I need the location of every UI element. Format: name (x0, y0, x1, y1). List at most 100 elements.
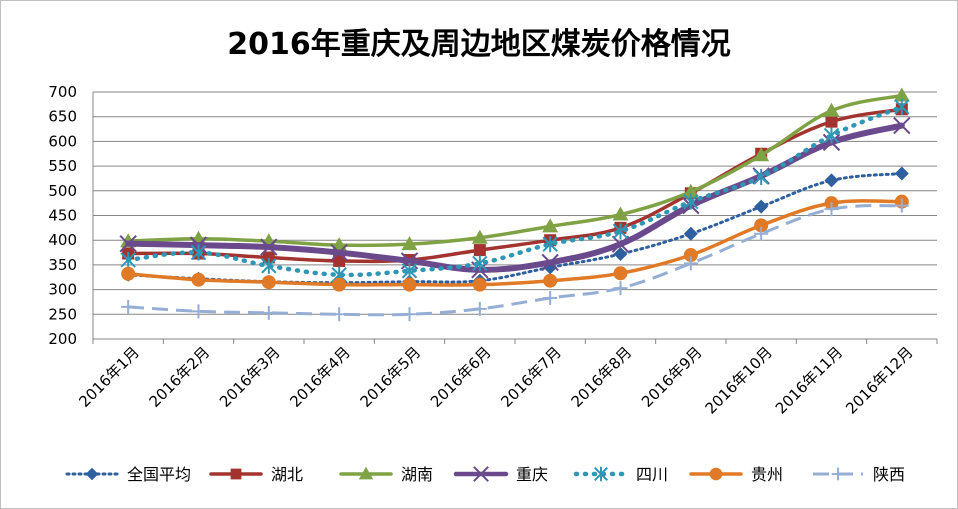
data-point (330, 243, 348, 262)
x-tick-label: 2016年12月 (842, 343, 916, 417)
y-tick-label: 200 (48, 330, 77, 348)
x-tick-label: 2016年3月 (216, 343, 284, 411)
data-point (120, 251, 136, 268)
y-tick-label: 500 (48, 182, 77, 200)
series-5 (121, 194, 909, 292)
data-point (753, 168, 769, 185)
data-point (472, 277, 487, 292)
data-point (753, 147, 770, 162)
data-point (333, 254, 346, 267)
data-point (823, 102, 840, 117)
data-point (262, 251, 275, 264)
data-point (831, 467, 845, 481)
data-point (893, 87, 910, 102)
data-point (612, 223, 629, 240)
data-point (754, 226, 769, 241)
data-point (473, 466, 489, 482)
data-point (119, 234, 137, 253)
y-tick-label: 650 (48, 108, 77, 126)
legend-item: 陕西 (813, 465, 905, 484)
data-point (230, 468, 242, 480)
x-tick-label: 2016年11月 (772, 343, 846, 417)
series-lines (119, 87, 911, 322)
data-point (613, 247, 628, 262)
data-point (593, 466, 609, 482)
data-point (332, 277, 347, 292)
y-tick-label: 550 (48, 157, 77, 175)
legend-item: 四川 (573, 465, 668, 484)
data-point (682, 183, 699, 198)
data-point (121, 266, 136, 281)
data-point (824, 202, 839, 217)
data-point (85, 467, 99, 481)
data-point (261, 257, 277, 274)
y-tick-label: 700 (48, 83, 77, 101)
series-2 (120, 87, 910, 252)
y-tick-label: 600 (48, 132, 77, 150)
series-0 (121, 166, 909, 290)
series-6 (121, 198, 909, 322)
legend-label: 重庆 (516, 465, 548, 484)
x-tick-label: 2016年2月 (146, 343, 214, 411)
data-point (261, 275, 276, 290)
data-point (542, 218, 559, 233)
legend-label: 全国平均 (127, 465, 191, 484)
data-point (261, 305, 276, 320)
x-tick-label: 2016年10月 (702, 343, 776, 417)
data-point (543, 290, 558, 305)
data-point (543, 273, 558, 288)
x-tick-label: 2016年9月 (638, 343, 706, 411)
y-tick-label: 400 (48, 231, 77, 249)
x-tick-label: 2016年7月 (497, 343, 565, 411)
data-point (825, 115, 838, 128)
legend-item: 贵州 (689, 465, 783, 484)
y-tick-label: 300 (48, 281, 77, 299)
data-point (683, 226, 698, 241)
data-point (472, 301, 487, 316)
legend-label: 四川 (636, 465, 668, 484)
legend-label: 湖北 (271, 465, 303, 484)
data-point (612, 206, 629, 221)
data-point (613, 281, 628, 296)
data-point (402, 307, 417, 322)
legend-label: 湖南 (401, 465, 433, 484)
legend-item: 湖南 (339, 465, 433, 484)
series-line (125, 104, 905, 278)
data-point (823, 127, 840, 144)
data-point (191, 272, 206, 287)
data-point (754, 218, 769, 233)
data-point (190, 244, 207, 261)
data-point (824, 173, 839, 188)
data-point (121, 299, 136, 314)
data-point (683, 256, 698, 271)
data-point (709, 467, 723, 481)
legend-item: 全国平均 (65, 465, 191, 484)
legend-item: 重庆 (453, 465, 548, 484)
x-tick-label: 2016年4月 (286, 343, 354, 411)
data-point (473, 244, 486, 257)
y-tick-label: 250 (48, 305, 77, 323)
data-point (401, 262, 418, 279)
data-point (894, 198, 909, 213)
y-tick-label: 450 (48, 207, 77, 225)
data-point (358, 466, 374, 480)
data-point (191, 304, 206, 319)
x-tick-label: 2016年8月 (568, 343, 636, 411)
series-line (126, 199, 904, 287)
data-point (542, 236, 558, 253)
series-4 (120, 98, 910, 283)
data-point (541, 253, 559, 272)
data-point (611, 235, 630, 253)
data-point (471, 229, 488, 244)
data-point (260, 238, 278, 256)
legend: 全国平均 湖北 湖南 重庆 四川 贵州 陕西 (65, 465, 905, 484)
data-point (894, 166, 909, 181)
data-point (683, 193, 699, 210)
chart-title: 2016年重庆及周边地区煤炭价格情况 (227, 27, 731, 62)
data-point (683, 248, 698, 263)
legend-label: 贵州 (751, 465, 783, 484)
series-line (125, 122, 905, 273)
data-point (332, 307, 347, 322)
